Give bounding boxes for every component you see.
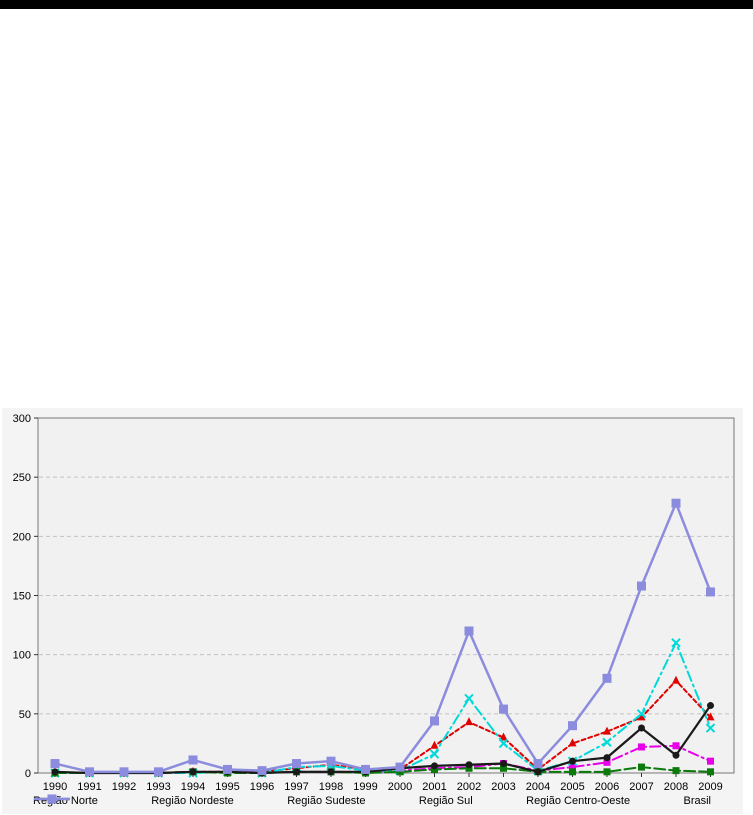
- series-brasil: [50, 498, 715, 777]
- legend-item-brasil: Brasil: [34, 794, 711, 807]
- svg-text:2006: 2006: [595, 781, 619, 793]
- svg-text:2002: 2002: [457, 781, 481, 793]
- svg-text:1992: 1992: [112, 781, 136, 793]
- legend-item-regiao-nordeste: Região Nordeste: [34, 794, 234, 807]
- svg-text:1993: 1993: [146, 781, 170, 793]
- legend-marker-square-icon: [34, 794, 70, 804]
- svg-text:2001: 2001: [422, 781, 446, 793]
- svg-text:150: 150: [13, 591, 31, 603]
- svg-text:50: 50: [19, 709, 31, 721]
- svg-text:1994: 1994: [181, 781, 205, 793]
- svg-text:1990: 1990: [43, 781, 67, 793]
- chart-legend: Região Norte Região Nordeste Região Sudest…: [33, 793, 711, 809]
- legend-label: Região Sudeste: [287, 795, 366, 807]
- svg-text:1999: 1999: [353, 781, 377, 793]
- legend-item-regiao-sul: Região Sul: [34, 795, 473, 807]
- svg-text:1997: 1997: [284, 781, 308, 793]
- svg-text:2007: 2007: [629, 781, 653, 793]
- svg-text:1991: 1991: [77, 781, 101, 793]
- svg-text:0: 0: [25, 768, 31, 780]
- svg-text:2000: 2000: [388, 781, 412, 793]
- svg-text:2009: 2009: [698, 781, 722, 793]
- svg-text:2003: 2003: [491, 781, 515, 793]
- y-axis-labels: 0 50 100 150 200 250 300: [13, 413, 38, 780]
- svg-text:200: 200: [13, 531, 31, 543]
- legend-label: Região Centro-Oeste: [526, 795, 631, 807]
- svg-text:100: 100: [13, 650, 31, 662]
- legend-label: Região Sul: [418, 795, 473, 807]
- legend-label: Brasil: [683, 795, 711, 807]
- legend-label: Região Nordeste: [151, 795, 234, 807]
- svg-text:300: 300: [13, 413, 31, 425]
- svg-text:2004: 2004: [526, 781, 550, 793]
- legend-item-regiao-sudeste: Região Sudeste: [34, 794, 366, 807]
- svg-text:2008: 2008: [664, 781, 688, 793]
- svg-text:1996: 1996: [250, 781, 274, 793]
- line-chart: 0 50 100 150 200 250 300 1990 1991 1992 1993 1994 19…: [2, 408, 743, 814]
- svg-text:1995: 1995: [215, 781, 239, 793]
- x-axis-labels: 1990 1991 1992 1993 1994 1995 1996 1997 1998 1999…: [43, 773, 723, 793]
- svg-text:2005: 2005: [560, 781, 584, 793]
- svg-text:250: 250: [13, 472, 31, 484]
- legend-item-regiao-centro-oeste: Região Centro-Oeste: [34, 795, 631, 807]
- top-divider-bar: [0, 0, 753, 9]
- gridlines: [39, 476, 733, 715]
- svg-text:1998: 1998: [319, 781, 343, 793]
